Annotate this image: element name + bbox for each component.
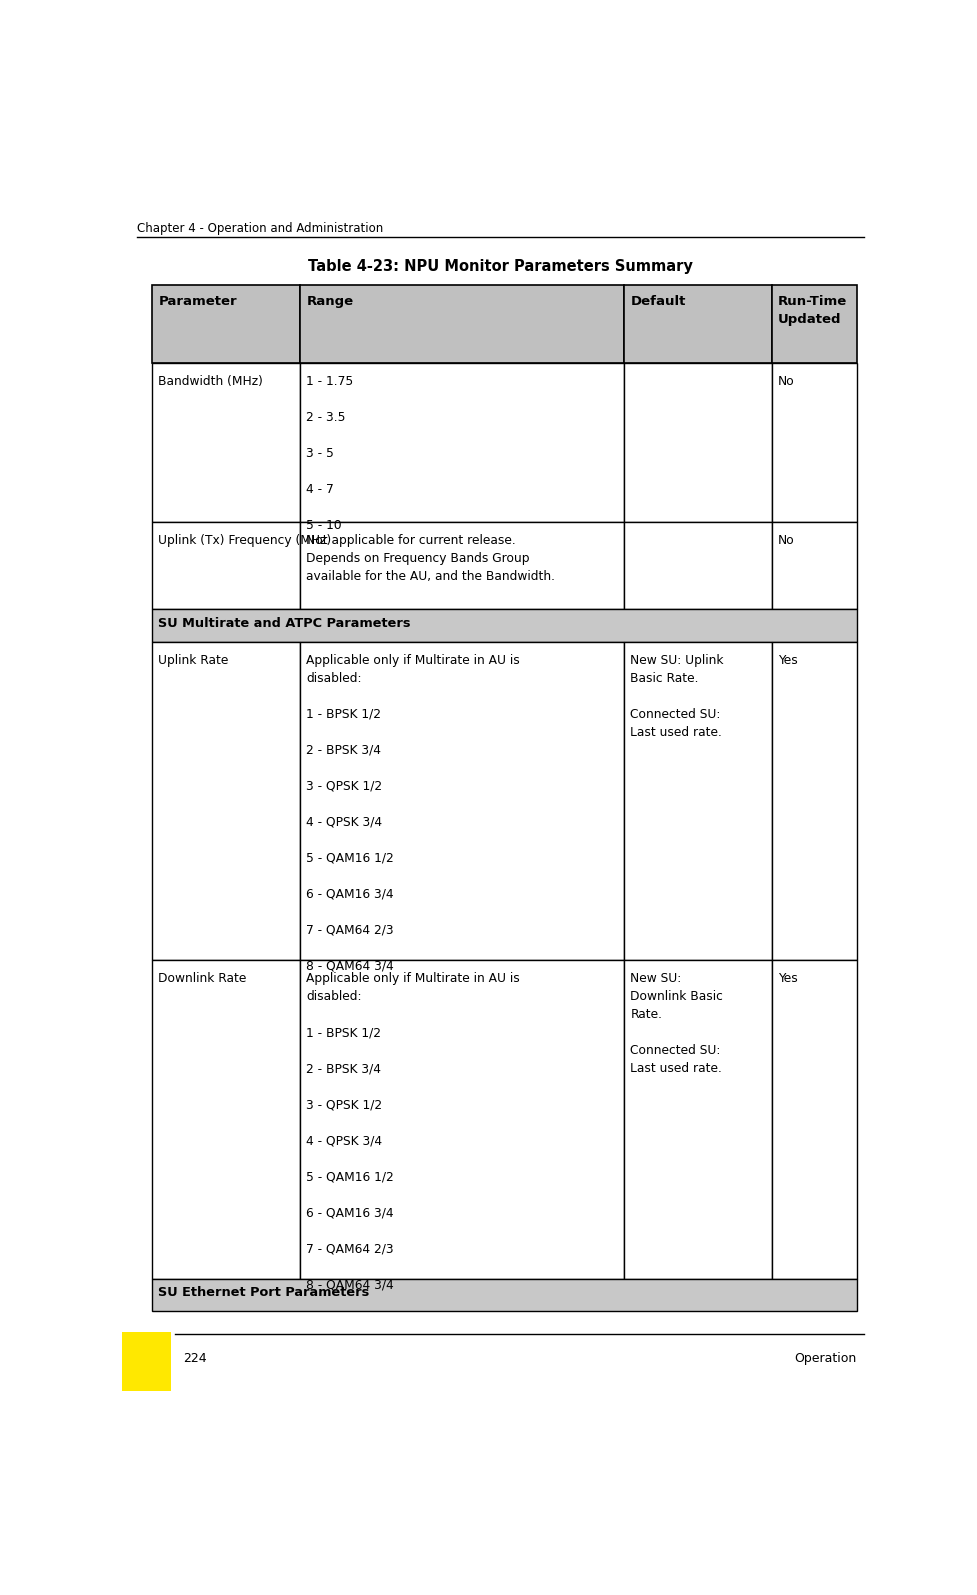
Text: Chapter 4 - Operation and Administration: Chapter 4 - Operation and Administration: [137, 222, 384, 234]
Bar: [152, 286, 300, 362]
Bar: [152, 522, 300, 609]
Text: No: No: [778, 534, 795, 547]
Text: 1 - 1.75

2 - 3.5

3 - 5

4 - 7

5 - 10: 1 - 1.75 2 - 3.5 3 - 5 4 - 7 5 - 10: [307, 375, 354, 531]
Bar: [152, 362, 300, 522]
Bar: [300, 522, 624, 609]
Text: SU Multirate and ATPC Parameters: SU Multirate and ATPC Parameters: [158, 617, 411, 630]
Text: Not applicable for current release.
Depends on Frequency Bands Group
available f: Not applicable for current release. Depe…: [307, 534, 555, 582]
Bar: [772, 522, 857, 609]
Text: Table 4-23: NPU Monitor Parameters Summary: Table 4-23: NPU Monitor Parameters Summa…: [309, 258, 693, 274]
Text: Downlink Rate: Downlink Rate: [158, 971, 247, 986]
Text: New SU: Uplink
Basic Rate.

Connected SU:
Last used rate.: New SU: Uplink Basic Rate. Connected SU:…: [630, 654, 724, 738]
Bar: [300, 286, 624, 362]
Bar: [300, 960, 624, 1279]
Bar: [300, 362, 624, 522]
Bar: [772, 286, 857, 362]
Text: Uplink (Tx) Frequency (MHz): Uplink (Tx) Frequency (MHz): [158, 534, 332, 547]
Text: Run-Time
Updated: Run-Time Updated: [778, 295, 847, 325]
Bar: [772, 643, 857, 960]
Text: Applicable only if Multirate in AU is
disabled:

1 - BPSK 1/2

2 - BPSK 3/4

3 -: Applicable only if Multirate in AU is di…: [307, 971, 520, 1290]
Text: Bandwidth (MHz): Bandwidth (MHz): [158, 375, 264, 388]
Bar: [152, 960, 300, 1279]
Text: No: No: [778, 375, 795, 388]
Text: Yes: Yes: [778, 971, 798, 986]
Bar: [122, 1332, 171, 1391]
Text: Parameter: Parameter: [158, 295, 237, 308]
Text: SU Ethernet Port Parameters: SU Ethernet Port Parameters: [158, 1287, 369, 1300]
Text: Uplink Rate: Uplink Rate: [158, 654, 229, 667]
Bar: [624, 960, 772, 1279]
Text: Applicable only if Multirate in AU is
disabled:

1 - BPSK 1/2

2 - BPSK 3/4

3 -: Applicable only if Multirate in AU is di…: [307, 654, 520, 973]
Text: 224: 224: [183, 1353, 206, 1365]
Bar: [152, 643, 300, 960]
Bar: [624, 522, 772, 609]
Bar: [300, 643, 624, 960]
Text: New SU:
Downlink Basic
Rate.

Connected SU:
Last used rate.: New SU: Downlink Basic Rate. Connected S…: [630, 971, 723, 1075]
Bar: [772, 960, 857, 1279]
Text: Default: Default: [630, 295, 686, 308]
Bar: [772, 362, 857, 522]
Bar: [624, 286, 772, 362]
Bar: [152, 1279, 857, 1311]
Bar: [624, 643, 772, 960]
Text: Range: Range: [307, 295, 354, 308]
Bar: [624, 362, 772, 522]
Text: Yes: Yes: [778, 654, 798, 667]
Bar: [152, 609, 857, 643]
Text: Operation: Operation: [794, 1353, 857, 1365]
